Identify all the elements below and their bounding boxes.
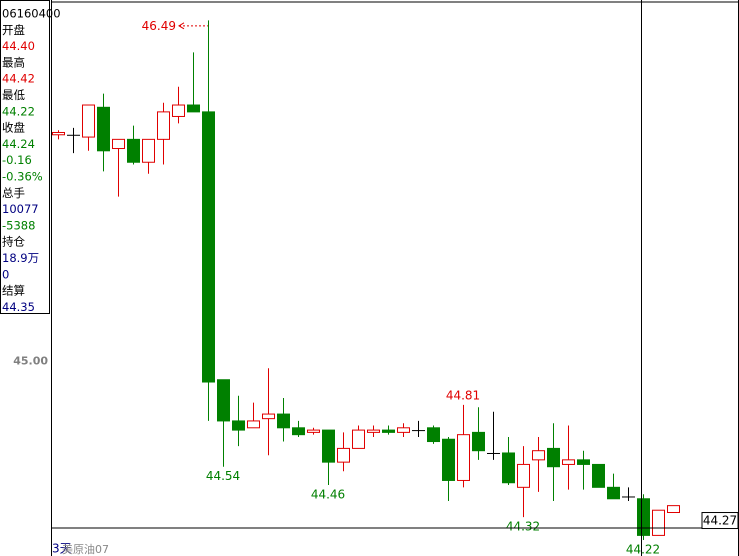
body	[382, 429, 395, 433]
body	[247, 420, 260, 429]
info-item: 开盘	[2, 23, 25, 37]
low-label: 44.46	[311, 488, 345, 502]
body	[667, 505, 680, 514]
body	[592, 463, 605, 488]
crosshair-value: 44.27	[703, 514, 737, 528]
body	[637, 498, 650, 536]
body	[457, 434, 470, 481]
body	[352, 429, 365, 449]
info-item: 44.35	[2, 300, 35, 314]
info-item: 44.24	[2, 137, 35, 151]
body	[652, 509, 665, 536]
info-item: 最高	[2, 55, 25, 69]
info-panel: 06160400 开盘 44.40 最高 44.42 最低 44.22 收盘 44.24 -0.1…	[0, 0, 61, 314]
body	[97, 106, 110, 152]
y-tick-label: 45.00	[13, 354, 48, 367]
body	[337, 447, 350, 463]
info-item: 结算	[2, 284, 25, 298]
symbol: 美原油07	[62, 542, 109, 556]
info-box	[0, 0, 50, 314]
period: 3天	[52, 542, 72, 556]
body	[442, 438, 455, 481]
body	[427, 427, 440, 443]
high-label: 44.81	[446, 388, 480, 402]
body	[187, 104, 200, 113]
body	[112, 138, 125, 150]
low-label: 44.54	[206, 469, 240, 483]
info-item: 总手	[2, 186, 25, 200]
body	[307, 429, 320, 433]
info-item: 44.22	[2, 104, 35, 118]
info-item: -0.16	[2, 153, 32, 167]
info-item: 持仓	[2, 235, 25, 249]
info-item: 44.42	[2, 72, 35, 86]
body	[82, 104, 95, 138]
body	[547, 447, 560, 468]
body	[127, 138, 140, 163]
body	[157, 111, 170, 140]
body	[502, 452, 515, 484]
body	[367, 429, 380, 433]
info-item: 18.9万	[2, 251, 39, 265]
low-label: 44.22	[626, 542, 660, 556]
body	[217, 379, 230, 422]
body	[202, 111, 215, 383]
info-item: 0	[2, 267, 9, 281]
body	[577, 459, 590, 465]
body	[607, 486, 620, 500]
body	[142, 138, 155, 163]
info-item: 44.40	[2, 39, 35, 53]
body	[52, 131, 65, 136]
info-item: 最低	[2, 88, 25, 102]
high-pointer-head	[178, 22, 185, 30]
body	[277, 413, 290, 429]
body	[292, 427, 305, 436]
info-item: -0.36%	[2, 170, 43, 184]
info-item: 06160400	[2, 7, 61, 21]
crosshair-value-box	[701, 512, 739, 530]
body	[172, 104, 185, 117]
body	[517, 463, 530, 488]
body	[532, 450, 545, 461]
info-item: 收盘	[2, 121, 25, 135]
body	[232, 420, 245, 431]
info-item: 10077	[2, 202, 39, 216]
body	[472, 431, 485, 452]
body	[397, 427, 410, 433]
body	[562, 459, 575, 465]
info-item: -5388	[2, 218, 35, 232]
body	[262, 413, 275, 420]
high-label: 46.49	[142, 19, 176, 33]
low-label: 44.32	[506, 520, 540, 534]
body	[322, 429, 335, 463]
